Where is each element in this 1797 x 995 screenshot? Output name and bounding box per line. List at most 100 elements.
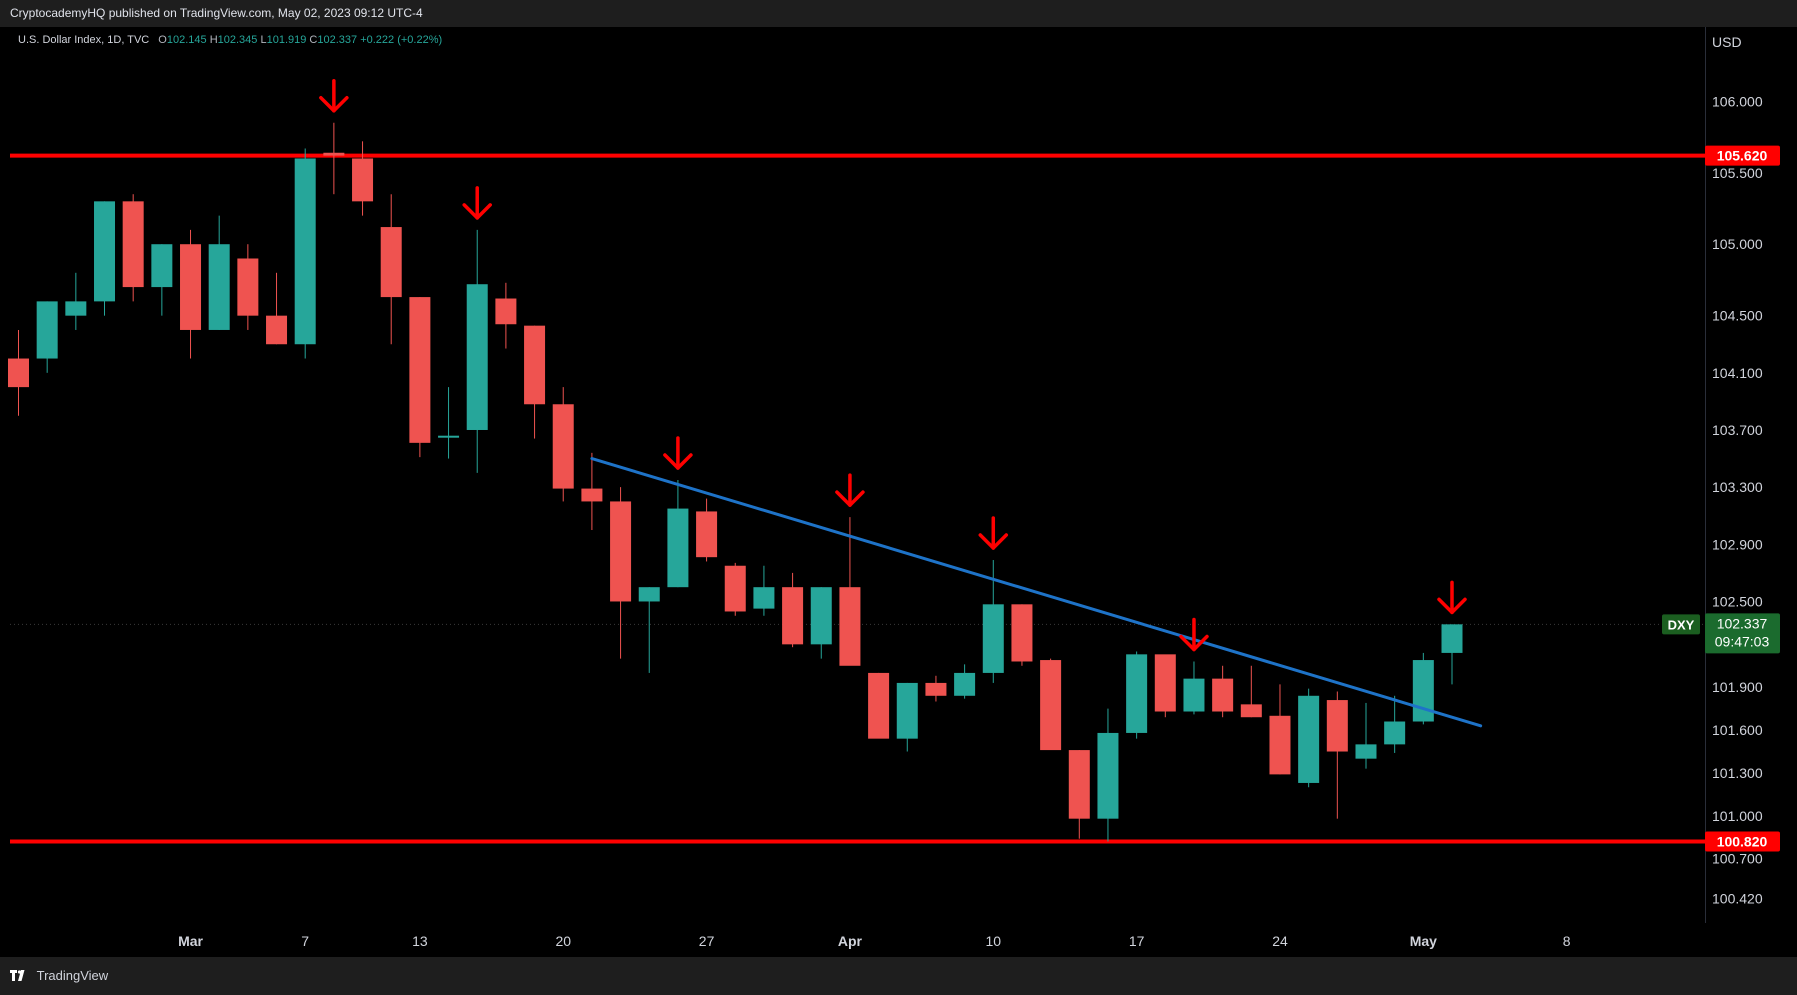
candle-body [638, 587, 660, 602]
down-arrow-icon [1179, 617, 1209, 652]
candle-body [1154, 654, 1176, 712]
candle-body [1183, 678, 1205, 712]
legend-close-label: C [309, 34, 318, 46]
candle-body [266, 315, 288, 345]
candle-body [180, 244, 202, 330]
level-price-tag [1705, 145, 1780, 166]
legend-low: 101.919 [266, 34, 307, 46]
y-tick-label: 104.500 [1712, 308, 1763, 324]
countdown-label: 09:47:03 [1715, 633, 1770, 649]
arrow-head [978, 533, 1009, 550]
legend-close: 102.337 [317, 34, 358, 46]
candle-body [782, 587, 804, 645]
footer-brand: TradingView [36, 968, 109, 983]
legend-change: +0.222 (+0.22%) [360, 34, 443, 46]
candle-body [1068, 750, 1090, 819]
down-arrow-icon [835, 473, 865, 507]
symbol-legend: U.S. Dollar Index, 1D, TVC O102.145 H102… [18, 34, 442, 46]
y-tick-label: 102.900 [1712, 536, 1763, 552]
down-arrow-icon [978, 516, 1009, 550]
symbol-tag-label: DXY [1668, 617, 1695, 632]
x-tick-label: 8 [1563, 933, 1571, 949]
candle-body [982, 604, 1004, 673]
candle-body [1384, 721, 1406, 745]
candle-body [352, 158, 374, 202]
candle-body [122, 201, 144, 288]
candle-body [810, 587, 832, 645]
candle-body [323, 152, 345, 156]
candle-body [724, 565, 746, 612]
currency-label: USD [1712, 34, 1742, 50]
candle-body [495, 298, 517, 325]
y-tick-label: 101.600 [1712, 722, 1763, 738]
arrow-head [462, 203, 492, 220]
down-arrow-icon [462, 186, 492, 220]
candle-body [237, 258, 259, 316]
candle-body [925, 682, 947, 696]
tv-logo-icon [10, 968, 32, 983]
x-tick-label: 24 [1272, 933, 1288, 949]
candle-body [667, 508, 689, 588]
legend-high: 102.345 [217, 34, 258, 46]
candle-body [208, 244, 230, 330]
level-price-tag [1705, 831, 1780, 852]
x-tick-label: 10 [985, 933, 1001, 949]
y-tick-label: 101.900 [1712, 679, 1763, 695]
candle-body [524, 325, 546, 405]
y-tick-label: 101.000 [1712, 808, 1763, 824]
candle-body [409, 297, 431, 443]
candle-body [65, 301, 87, 316]
x-tick-label: 13 [412, 933, 428, 949]
candle-body [868, 672, 890, 739]
candle-body [36, 301, 58, 359]
x-tick-label: Mar [178, 933, 203, 949]
y-tick-label: 105.000 [1712, 236, 1763, 252]
arrow-head [1179, 634, 1209, 652]
down-arrow-icon [319, 78, 349, 113]
candle-body [954, 672, 976, 696]
candle-body [1240, 704, 1262, 718]
x-tick-label: 20 [555, 933, 571, 949]
candlestick-chart[interactable]: USD 106.000 105.500 105.000 104.500 104.100 10… [0, 0, 1797, 957]
y-tick-label: 100.420 [1712, 891, 1763, 907]
level-price-label: 105.620 [1717, 148, 1768, 164]
candle-body [753, 587, 775, 609]
y-tick-label: 101.300 [1712, 765, 1763, 781]
y-tick-label: 102.500 [1712, 593, 1763, 609]
candle-body [896, 682, 918, 739]
x-tick-label: 27 [699, 933, 715, 949]
candle-body [438, 435, 460, 438]
candle-body [1126, 654, 1148, 733]
arrow-head [835, 490, 865, 507]
candle-body [1298, 695, 1320, 783]
candle-body [610, 501, 632, 602]
down-arrow-icon [663, 436, 693, 470]
candle-body [1212, 678, 1234, 712]
y-tick-label: 103.700 [1712, 422, 1763, 438]
arrow-head [319, 95, 349, 113]
candle-body [466, 284, 488, 430]
price-axis[interactable] [1705, 27, 1797, 923]
legend-open-label: O [158, 34, 167, 46]
x-tick-label: 7 [301, 933, 309, 949]
candle-body [1011, 604, 1033, 662]
candle-body [94, 201, 116, 302]
candle-body [151, 244, 173, 288]
candle-body [294, 158, 316, 345]
legend-open: 102.145 [166, 34, 207, 46]
publish-header: CryptocademyHQ published on TradingView.… [0, 0, 1797, 27]
y-tick-label: 100.700 [1712, 851, 1763, 867]
candle-body [1097, 732, 1119, 819]
symbol-tag [1662, 614, 1700, 635]
arrow-head [1437, 597, 1467, 615]
level-price-label: 100.820 [1717, 834, 1768, 850]
legend-high-label: H [209, 34, 218, 46]
footer-bar: TradingView [0, 957, 1797, 995]
last-price-value: 102.337 [1717, 615, 1768, 631]
publish-info: CryptocademyHQ published on TradingView.… [10, 6, 423, 20]
last-price-tag [1705, 613, 1780, 654]
chart-area[interactable] [10, 27, 1705, 923]
y-tick-label: 106.000 [1712, 93, 1763, 109]
x-tick-label: May [1410, 933, 1437, 949]
arrow-head [663, 453, 693, 470]
